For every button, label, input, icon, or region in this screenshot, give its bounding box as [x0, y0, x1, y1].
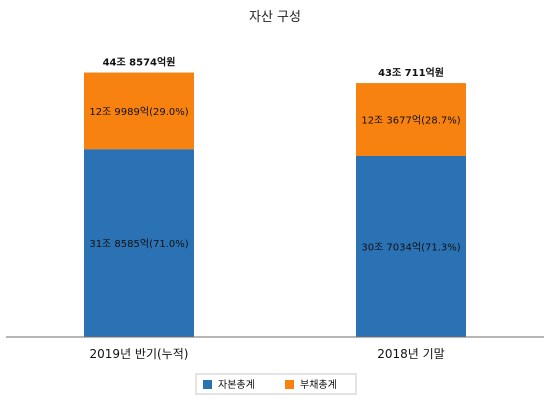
legend-box	[195, 373, 357, 395]
total-label-0: 44조 8574억원	[103, 56, 176, 69]
legend: 자본총계 부채총계	[195, 373, 357, 395]
data-label-equity-1: 30조 7034억(71.3%)	[361, 241, 460, 253]
legend-label-liabilities: 부채총계	[300, 379, 337, 391]
x-tick-label-2018: 2018년 기말	[377, 347, 444, 361]
bar-equity-1	[356, 155, 466, 337]
legend-swatch-liabilities	[285, 380, 294, 389]
legend-swatch-equity	[203, 380, 212, 389]
bars-group: 31조 8585억(71.0%) 12조 9989억(29.0%) 44조 8574…	[84, 56, 466, 337]
bar-liabilities-0	[84, 72, 194, 150]
legend-label-equity: 자본총계	[218, 379, 255, 391]
bar-equity-0	[84, 149, 194, 337]
total-label-1: 43조 711억원	[378, 66, 444, 79]
data-label-liabilities-1: 12조 3677억(28.7%)	[361, 115, 460, 127]
bar-liabilities-1	[356, 83, 466, 156]
data-label-equity-0: 31조 8585억(71.0%)	[89, 238, 188, 250]
x-tick-label-2019: 2019년 반기(누적)	[90, 347, 189, 361]
chart-title: 자산 구성	[249, 10, 301, 25]
data-label-liabilities-0: 12조 9989억(29.0%)	[89, 106, 188, 118]
